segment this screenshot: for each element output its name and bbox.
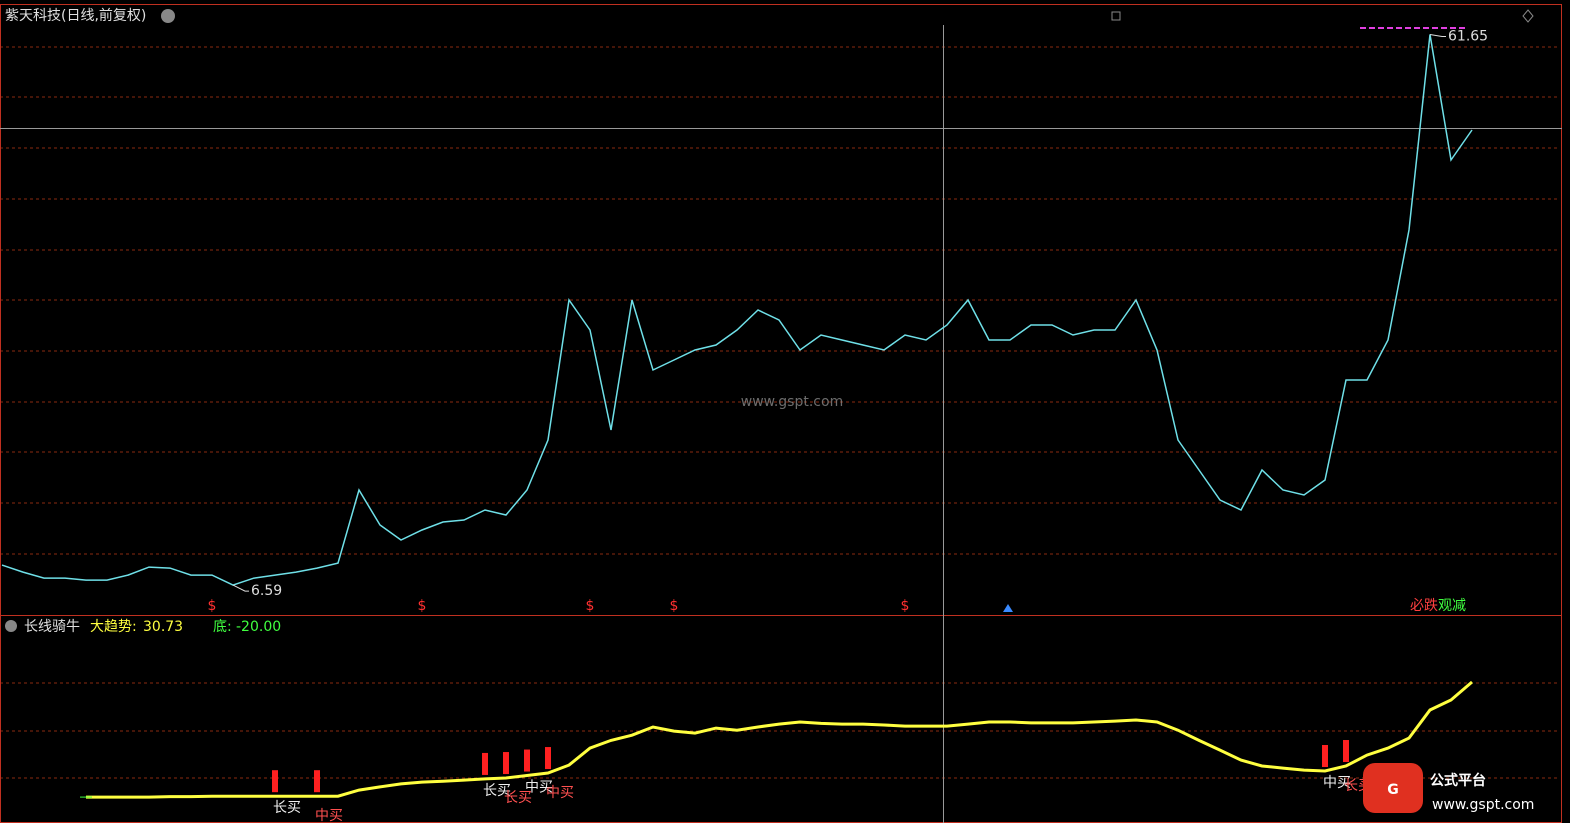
up-arrow: [1003, 604, 1013, 612]
annotation-pointer: [232, 584, 249, 592]
menu-icon[interactable]: [161, 9, 175, 23]
legend-value: 30.73: [143, 619, 183, 635]
signal-bar: [482, 752, 488, 775]
annotation: 61.65: [1448, 29, 1488, 45]
signal-label: 长买: [273, 800, 301, 816]
signal-bar: [524, 749, 530, 772]
signal-bar: [1322, 745, 1328, 768]
signal-label: 长买: [504, 790, 532, 806]
signal-label: 中买: [1323, 775, 1351, 791]
signal-bar: [1343, 740, 1349, 763]
signal-marker: $: [208, 598, 217, 614]
signal-marker: $: [418, 598, 427, 614]
status-tag: 必跌: [1410, 598, 1438, 614]
logo-name: 公式平台: [1430, 772, 1486, 789]
signal-marker: $: [901, 598, 910, 614]
series-line: [1, 34, 1473, 586]
annotation-pointer: [1429, 34, 1446, 37]
legend-entry: 底:: [213, 619, 232, 635]
legend-value: -20.00: [236, 619, 281, 635]
series-line: [86, 680, 1473, 799]
signal-label: 中买: [546, 785, 574, 801]
grid: [0, 46, 1560, 779]
annotation: 6.59: [251, 583, 282, 599]
signal-bar: [272, 770, 278, 793]
signal-marker: $: [586, 598, 595, 614]
indicator-icon[interactable]: [5, 620, 17, 632]
logo-url: www.gspt.com: [1432, 797, 1534, 813]
signal-label: 中买: [315, 808, 343, 823]
chart-title: 紫天科技(日线,前复权): [5, 7, 146, 24]
logo-icon: [1363, 763, 1423, 813]
window-icon[interactable]: [1111, 11, 1121, 21]
watermark: www.gspt.com: [741, 394, 843, 410]
signal-bar: [503, 752, 509, 775]
signal-bar: [314, 770, 320, 793]
indicator-title: 长线骑牛: [24, 619, 80, 635]
legend-entry: 大趋势:: [90, 619, 137, 635]
signal-marker: $: [670, 598, 679, 614]
signal-bar: [545, 747, 551, 770]
signal-label: 长买: [483, 783, 511, 799]
status-tag: 观减: [1438, 598, 1466, 614]
diamond-icon[interactable]: [1522, 9, 1534, 23]
logo-mark: G: [1387, 782, 1399, 798]
signal-label: 中买: [525, 780, 553, 796]
